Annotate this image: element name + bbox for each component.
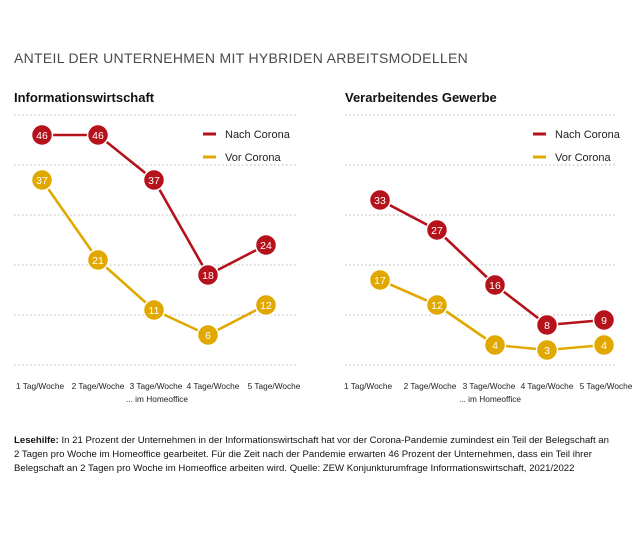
data-label: 37 [36,175,48,187]
data-label: 37 [148,175,160,187]
x-tick-label: 5 Tage/Woche [580,381,633,391]
legend-label: Nach Corona [225,129,291,141]
data-point [592,333,616,357]
legend-label: Nach Corona [555,129,621,141]
data-point [535,338,559,362]
data-point [425,293,449,317]
reading-note-label: Lesehilfe: [14,435,59,446]
page-title: ANTEIL DER UNTERNEHMEN MIT HYBRIDEN ARBE… [14,50,469,66]
x-tick-label: 3 Tage/Woche [130,381,183,391]
x-tick-label: 2 Tage/Woche [404,381,457,391]
data-label: 46 [36,130,48,142]
x-tick-label: 1 Tag/Woche [16,381,65,391]
data-label: 3 [544,345,550,357]
data-point [368,268,392,292]
reading-note-text: In 21 Prozent der Unternehmen in der Inf… [14,435,609,474]
data-label: 24 [260,240,272,252]
reading-note: Lesehilfe: In 21 Prozent der Unternehmen… [14,434,614,476]
data-point [483,273,507,297]
data-label: 33 [374,195,386,207]
data-point [196,323,220,347]
legend-label: Vor Corona [555,152,612,164]
data-label: 46 [92,130,104,142]
chart-title-verarbeitendes-gewerbe: Verarbeitendes Gewerbe [345,90,497,105]
data-point [86,123,110,147]
data-point [535,313,559,337]
x-tick-label: 1 Tag/Woche [344,381,393,391]
data-label: 8 [544,320,550,332]
data-point [254,293,278,317]
data-label: 12 [431,300,443,312]
chart-title-informationswirtschaft: Informationswirtschaft [14,90,155,105]
legend-label: Vor Corona [225,152,282,164]
x-tick-label: 3 Tage/Woche [463,381,516,391]
data-label: 4 [601,340,607,352]
data-label: 21 [92,255,104,267]
x-axis-label: ... im Homeoffice [126,394,188,404]
x-tick-label: 5 Tage/Woche [248,381,301,391]
data-label: 9 [601,315,607,327]
x-axis-label: ... im Homeoffice [459,394,521,404]
data-point [254,233,278,257]
data-point [142,168,166,192]
data-point [86,248,110,272]
data-label: 6 [205,330,211,342]
data-point [368,188,392,212]
data-label: 4 [492,340,498,352]
data-point [592,308,616,332]
series-line-nach-corona [379,198,605,327]
data-label: 17 [374,275,386,287]
data-point [30,168,54,192]
x-tick-label: 2 Tage/Woche [72,381,125,391]
data-point [425,218,449,242]
data-label: 11 [149,305,160,317]
data-point [142,298,166,322]
data-label: 16 [489,280,501,292]
data-label: 18 [202,270,214,282]
data-point [30,123,54,147]
data-point [483,333,507,357]
data-point [196,263,220,287]
x-tick-label: 4 Tage/Woche [521,381,574,391]
data-label: 12 [260,300,272,312]
x-tick-label: 4 Tage/Woche [187,381,240,391]
data-label: 27 [431,225,443,237]
